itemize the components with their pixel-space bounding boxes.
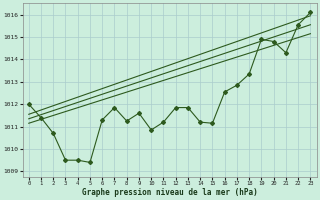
X-axis label: Graphe pression niveau de la mer (hPa): Graphe pression niveau de la mer (hPa): [82, 188, 258, 197]
